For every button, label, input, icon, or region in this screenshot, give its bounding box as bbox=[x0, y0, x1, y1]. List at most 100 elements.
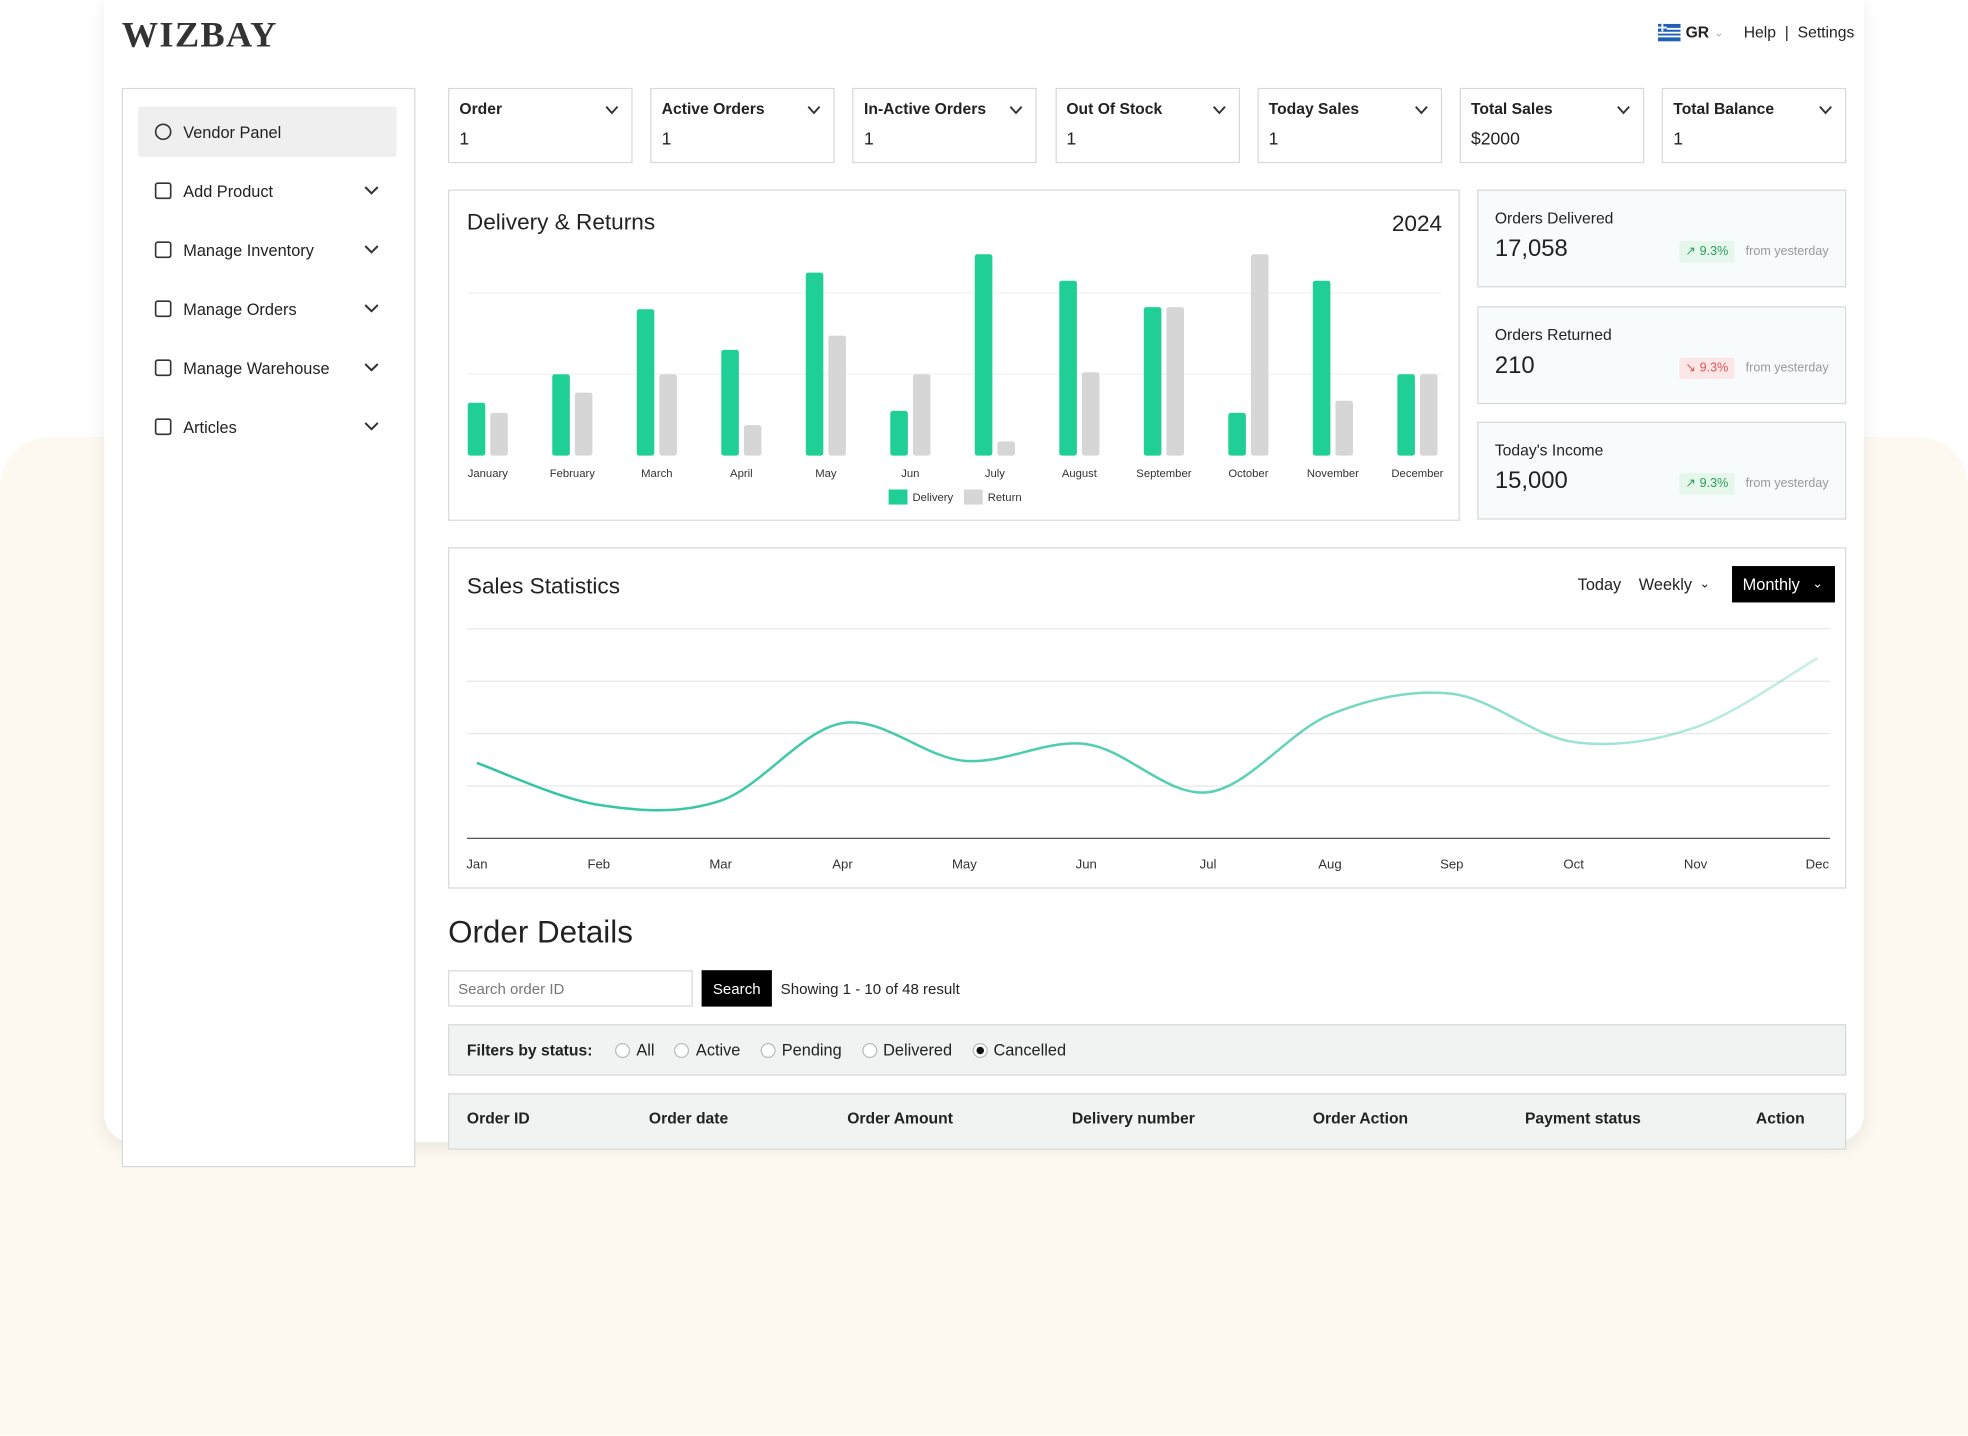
bar bbox=[636, 309, 655, 456]
x-tick-label: Oct bbox=[1563, 857, 1584, 872]
stat-box[interactable]: Today Sales 1 bbox=[1257, 87, 1442, 164]
bar bbox=[1228, 412, 1246, 456]
column-header: Order Amount bbox=[847, 1109, 953, 1128]
nav-label: Manage Inventory bbox=[183, 240, 314, 260]
bar bbox=[467, 402, 486, 456]
filter-option[interactable]: Active bbox=[674, 1040, 741, 1060]
radio-button[interactable] bbox=[972, 1042, 988, 1058]
legend-label: Delivery bbox=[912, 492, 953, 504]
chevron-path bbox=[364, 363, 379, 372]
bar bbox=[828, 335, 846, 456]
x-tick-label: Nov bbox=[1684, 857, 1708, 872]
chevron: ⌄ bbox=[1714, 25, 1724, 39]
chevron-path bbox=[1414, 106, 1428, 115]
flag bbox=[1657, 23, 1681, 42]
icon-shape bbox=[154, 241, 172, 259]
chevron bbox=[364, 245, 379, 254]
range-today[interactable]: Today bbox=[1577, 574, 1622, 594]
nav-item[interactable]: Vendor Panel bbox=[138, 106, 397, 157]
change-badge: ↗ 9.3% bbox=[1679, 240, 1735, 263]
filter-option[interactable]: All bbox=[615, 1040, 655, 1059]
chevron bbox=[364, 363, 379, 372]
x-tick-label: Jul bbox=[1200, 857, 1217, 872]
radio-button[interactable] bbox=[760, 1042, 776, 1058]
stat-box[interactable]: Active Orders 1 bbox=[650, 87, 835, 164]
summary-card: Orders Delivered 17,058 ↗ 9.3% from yesterda… bbox=[1477, 189, 1847, 288]
nav-item[interactable]: Add Product bbox=[138, 166, 397, 216]
result-count: Showing 1 - 10 of 48 result bbox=[780, 980, 960, 998]
nav-item[interactable]: Manage Warehouse bbox=[138, 343, 397, 393]
range-monthly[interactable]: Monthly ⌄ bbox=[1732, 566, 1836, 603]
column-header: Action bbox=[1755, 1109, 1805, 1128]
stat-value: 1 bbox=[661, 128, 672, 149]
line-chart: Sales Statistics Jan Feb Mar Apr May Jun Jul Aug… bbox=[466, 574, 1830, 872]
stat-label: Total Sales bbox=[1470, 100, 1553, 118]
chevron bbox=[364, 186, 379, 195]
bar bbox=[1419, 374, 1438, 456]
language[interactable]: GR bbox=[1685, 23, 1710, 42]
chart-title: Sales Statistics bbox=[467, 574, 620, 599]
filter-option[interactable]: Delivered bbox=[861, 1040, 952, 1059]
radio-button[interactable] bbox=[674, 1042, 690, 1058]
legend-swatch bbox=[888, 489, 908, 505]
x-tick-label: Apr bbox=[832, 857, 853, 872]
settings-link[interactable]: Settings bbox=[1797, 23, 1855, 42]
stat-box[interactable]: Total Sales $2000 bbox=[1459, 87, 1645, 164]
search-button[interactable]: Search bbox=[701, 970, 772, 1007]
bar bbox=[1397, 374, 1415, 456]
icon-shape bbox=[154, 300, 172, 318]
change-badge: ↘ 9.3% bbox=[1679, 357, 1735, 379]
nav-item[interactable]: Articles bbox=[138, 402, 397, 452]
radio-button[interactable] bbox=[615, 1042, 631, 1058]
line-chart-panel: Sales Statistics Jan Feb Mar Apr May Jun Jul Aug… bbox=[448, 547, 1847, 889]
nav-icon bbox=[154, 300, 172, 318]
x-tick-label: May bbox=[952, 857, 977, 872]
column-header: Order ID bbox=[466, 1109, 530, 1128]
radio-button[interactable] bbox=[861, 1042, 877, 1058]
help-link[interactable]: Help bbox=[1743, 23, 1776, 42]
nav-icon bbox=[154, 123, 172, 141]
filter-option[interactable]: Cancelled bbox=[972, 1040, 1066, 1059]
logo[interactable]: WIZBAY bbox=[121, 15, 278, 56]
stat-box[interactable]: In-Active Orders 1 bbox=[852, 87, 1038, 164]
search-input[interactable]: Search order ID bbox=[448, 970, 693, 1007]
card-label: Orders Delivered bbox=[1494, 209, 1614, 228]
stat-box[interactable]: Order 1 bbox=[448, 87, 633, 164]
range-monthly-label: Monthly bbox=[1742, 574, 1800, 594]
nav-label: Manage Orders bbox=[183, 299, 297, 319]
stat-box[interactable]: Out Of Stock 1 bbox=[1055, 87, 1240, 164]
column-header: Delivery number bbox=[1071, 1109, 1195, 1128]
chart-title: Delivery & Returns bbox=[467, 210, 655, 235]
stat-value: $2000 bbox=[1470, 128, 1520, 149]
chevron bbox=[364, 422, 379, 431]
column-header: Order date bbox=[648, 1109, 729, 1128]
range-controls: Today Weekly ⌄ Monthly ⌄ bbox=[1577, 566, 1836, 603]
bar bbox=[743, 425, 762, 456]
stat-label: Total Balance bbox=[1673, 100, 1775, 118]
separator: | bbox=[1784, 23, 1789, 42]
nav-item[interactable]: Manage Orders bbox=[138, 284, 397, 334]
filter-text: Pending bbox=[781, 1040, 842, 1060]
legend-swatch bbox=[963, 489, 983, 505]
filter-text: Active bbox=[695, 1040, 741, 1060]
card-value: 17,058 bbox=[1494, 235, 1568, 263]
x-tick-label: March bbox=[641, 468, 672, 480]
card-note: from yesterday bbox=[1745, 476, 1829, 491]
icon-shape bbox=[154, 418, 172, 436]
nav-item[interactable]: Manage Inventory bbox=[138, 225, 397, 275]
stat-box[interactable]: Total Balance 1 bbox=[1661, 87, 1847, 164]
nav-icon bbox=[154, 359, 172, 377]
chevron-path bbox=[1010, 106, 1023, 115]
stat-label: Out Of Stock bbox=[1066, 100, 1163, 118]
range-weekly[interactable]: Weekly bbox=[1638, 574, 1692, 594]
chevron bbox=[1010, 106, 1023, 115]
line-series bbox=[476, 657, 1819, 812]
bar bbox=[974, 254, 993, 456]
x-tick-label: Feb bbox=[587, 857, 610, 872]
chevron-path bbox=[807, 106, 821, 115]
x-tick-label: September bbox=[1136, 468, 1191, 480]
nav-icon bbox=[154, 182, 172, 200]
filter-option[interactable]: Pending bbox=[760, 1040, 842, 1060]
stat-label: In-Active Orders bbox=[863, 100, 987, 118]
